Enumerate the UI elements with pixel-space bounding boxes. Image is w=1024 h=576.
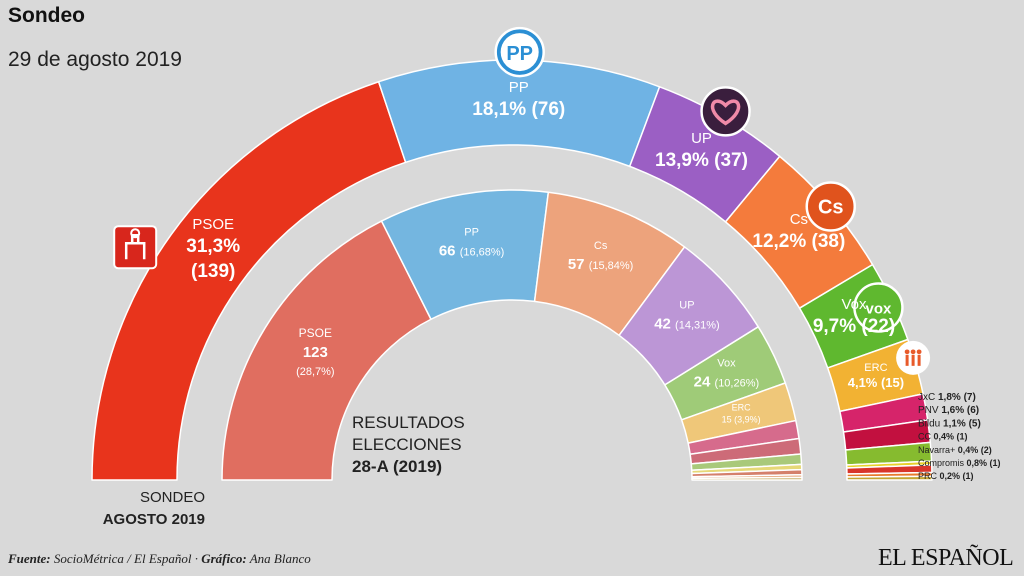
outer-value-up: 13,9% (37) (655, 150, 748, 171)
inner-label-cs: Cs (594, 240, 608, 252)
inner-percent-cs: (15,84%) (589, 260, 634, 272)
inner-seats-cs: 57 (15,84%) (568, 256, 634, 273)
footer-author: Ana Blanco (249, 551, 311, 566)
page-date: 29 de agosto 2019 (8, 48, 182, 71)
inner-seats-vox: 24 (10,26%) (694, 374, 760, 391)
outer-seats-psoe: (139) (191, 261, 235, 282)
inner-percent-vox: (10,26%) (715, 378, 760, 390)
inner-label-pp: PP (464, 226, 479, 238)
small-value-pnv: 1,6% (6) (941, 405, 979, 416)
small-value-jxc: 1,8% (7) (938, 392, 976, 403)
sondeo-caption: SONDEO AGOSTO 2019 (80, 487, 205, 531)
outer-percent-psoe: 31,3% (186, 236, 240, 257)
inner-segment-psoe (221, 220, 432, 481)
outer-value-cs: 12,2% (38) (752, 231, 845, 252)
results-caption-line3: 28-A (2019) (352, 457, 443, 476)
inner-ring-results (221, 189, 803, 481)
outer-value-vox: 9,7% (22) (813, 316, 895, 337)
inner-seats-psoe: 123 (303, 344, 328, 361)
outer-ring-labels: PSOE 31,3% (139) PP 18,1% (76) UP 13,9% (37) Cs… (186, 79, 904, 390)
inner-segment-prc (691, 476, 803, 481)
small-label-cc: CC 0,4% (1) (918, 432, 968, 442)
outer-label-up: UP (691, 130, 712, 147)
small-party-labels: JxC 1,8% (7) PNV 1,6% (6) Bildu 1,1% (5) CC… (918, 392, 1001, 481)
inner-label-up: UP (679, 300, 694, 312)
footer-source-label: Fuente: (8, 551, 51, 566)
party-logos: PP Cs vox (113, 26, 931, 375)
outer-value-pp: 18,1% (76) (472, 99, 565, 120)
inner-label-erc: ERC (732, 403, 752, 413)
inner-ring-labels: PSOE 123 (28,7%) PP 66 (16,68%) Cs 57 (15,84%)… (296, 226, 761, 424)
outer-value-erc: 4,1% (15) (848, 375, 904, 390)
cs-logo-text: Cs (818, 197, 844, 219)
small-value-cc: 0,4% (1) (934, 432, 968, 442)
inner-label-vox: Vox (717, 358, 736, 370)
sondeo-caption-line1: SONDEO (139, 489, 205, 506)
vox-logo-icon: vox (853, 282, 904, 333)
small-value-compromis: 0,8% (1) (967, 458, 1001, 468)
outer-label-cs: Cs (790, 211, 808, 228)
results-caption-line2: ELECCIONES (352, 435, 462, 454)
inner-seats-pp: 66 (16,68%) (439, 242, 505, 259)
small-label-jxc: JxC 1,8% (7) (918, 392, 976, 403)
erc-logo-icon (896, 340, 931, 375)
cs-logo-icon: Cs (805, 181, 857, 232)
inner-label-psoe: PSOE (299, 326, 332, 340)
inner-value-erc: 15 (3,9%) (722, 415, 761, 425)
footer-chart-label: Gráfico: (201, 551, 247, 566)
outer-label-pp: PP (509, 79, 529, 96)
inner-seats-up: 42 (14,31%) (654, 316, 720, 333)
inner-percent-pp: (16,68%) (460, 246, 505, 258)
small-label-bildu: Bildu 1,1% (5) (918, 418, 981, 429)
results-caption: RESULTADOS ELECCIONES 28-A (2019) (352, 412, 465, 478)
small-label-pnv: PNV 1,6% (6) (918, 405, 979, 416)
footer-separator: · (191, 551, 202, 566)
footer-credits: Fuente: SocioMétrica / El Español · Gráf… (8, 551, 311, 567)
up-logo-icon (700, 86, 751, 137)
outer-label-psoe: PSOE (192, 216, 234, 233)
outer-label-erc: ERC (864, 362, 887, 374)
outer-label-vox: Vox (842, 296, 868, 313)
footer-source: SocioMétrica / El Español (53, 551, 192, 566)
results-caption-line1: RESULTADOS (352, 413, 465, 432)
inner-percent-psoe: (28,7%) (296, 366, 335, 378)
small-value-prc: 0,2% (1) (940, 471, 974, 481)
small-value-navarra: 0,4% (2) (958, 445, 992, 455)
outer-segment-prc (846, 475, 933, 481)
sondeo-caption-line2: AGOSTO 2019 (102, 511, 205, 528)
pp-logo-text: PP (506, 43, 533, 65)
small-label-compromis: Compromis 0,8% (1) (918, 458, 1001, 468)
psoe-logo-icon (113, 225, 158, 270)
pp-logo-icon: PP (494, 26, 545, 78)
page-title: Sondeo (8, 4, 85, 27)
small-label-prc: PRC 0,2% (1) (918, 471, 974, 481)
vox-logo-text: vox (866, 301, 893, 318)
brand-logo: EL ESPAÑOL (878, 545, 1014, 571)
inner-percent-up: (14,31%) (675, 320, 720, 332)
small-label-navarra: Navarra+ 0,4% (2) (918, 445, 992, 455)
small-value-bildu: 1,1% (5) (943, 418, 981, 429)
